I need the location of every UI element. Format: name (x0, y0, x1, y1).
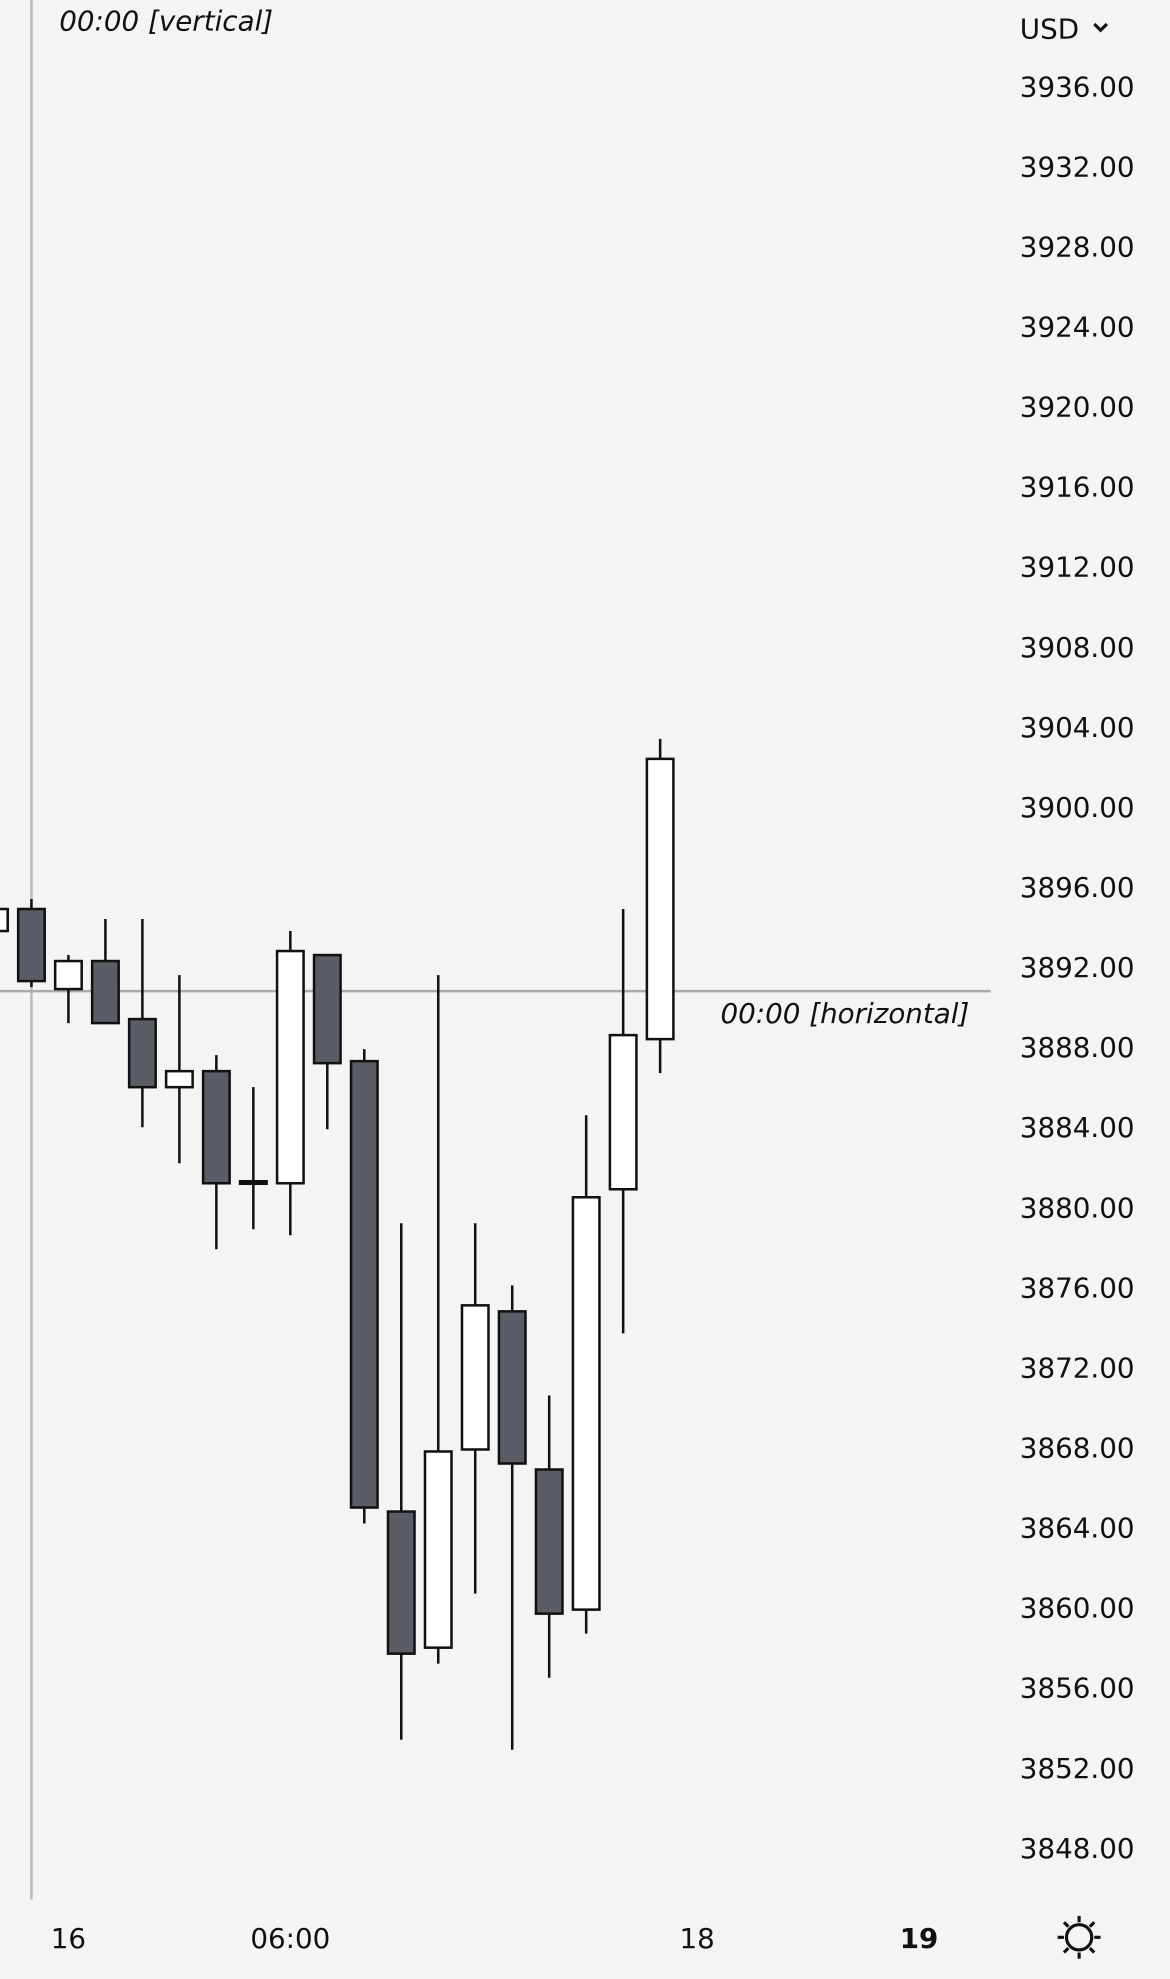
y-tick-label: 3872.00 (1020, 1351, 1135, 1384)
y-tick-label: 3932.00 (1020, 150, 1135, 183)
y-tick-label: 3868.00 (1020, 1431, 1135, 1464)
y-tick-label: 3876.00 (1020, 1271, 1135, 1304)
y-tick-label: 3856.00 (1020, 1672, 1135, 1705)
candle-body (349, 1059, 379, 1509)
candle-body (275, 949, 305, 1185)
candle-body (201, 1069, 231, 1185)
y-tick-label: 3884.00 (1020, 1111, 1135, 1144)
candle-body (645, 757, 675, 1041)
x-tick-label: 18 (679, 1922, 714, 1955)
candle-body (238, 1179, 268, 1186)
y-tick-label: 3920.00 (1020, 391, 1135, 424)
horizontal-line-label: 00:00 [horizontal] (720, 997, 969, 1030)
candle-body (16, 907, 46, 983)
y-tick-label: 3896.00 (1020, 871, 1135, 904)
x-tick-label: 06:00 (250, 1922, 330, 1955)
y-tick-label: 3916.00 (1020, 471, 1135, 504)
y-tick-label: 3888.00 (1020, 1031, 1135, 1064)
x-tick-label: 16 (51, 1922, 86, 1955)
y-tick-label: 3900.00 (1020, 791, 1135, 824)
settings-icon[interactable] (1057, 1915, 1101, 1959)
x-tick-label: 19 (900, 1922, 939, 1955)
y-tick-label: 3864.00 (1020, 1512, 1135, 1545)
y-tick-label: 3912.00 (1020, 551, 1135, 584)
candle-body (127, 1017, 157, 1089)
candle-body (460, 1304, 490, 1451)
candle-body (497, 1310, 527, 1465)
candle-body (53, 959, 83, 991)
candle-body (312, 953, 342, 1065)
currency-label[interactable]: USD (1020, 12, 1079, 45)
y-tick-label: 3936.00 (1020, 70, 1135, 103)
plot-area: 00:00 [vertical] 00:00 [horizontal] (0, 0, 991, 1900)
chevron-icon[interactable] (1093, 22, 1109, 33)
candle-body (571, 1196, 601, 1611)
candle-body (534, 1468, 564, 1615)
y-tick-label: 3908.00 (1020, 631, 1135, 664)
y-tick-label: 3852.00 (1020, 1752, 1135, 1785)
y-tick-label: 3924.00 (1020, 310, 1135, 343)
candle-body (608, 1033, 638, 1191)
currency-selector[interactable]: USD (1020, 12, 1109, 45)
y-tick-label: 3928.00 (1020, 230, 1135, 263)
y-tick-label: 3848.00 (1020, 1832, 1135, 1865)
candle-body (0, 907, 9, 933)
candle-body (90, 959, 120, 1025)
y-tick-label: 3880.00 (1020, 1191, 1135, 1224)
candle-body (423, 1450, 453, 1649)
candle-body (164, 1069, 194, 1089)
y-tick-label: 3892.00 (1020, 951, 1135, 984)
y-tick-label: 3904.00 (1020, 711, 1135, 744)
candle-body (386, 1510, 416, 1655)
y-tick-label: 3860.00 (1020, 1592, 1135, 1625)
vertical-line-label: 00:00 [vertical] (59, 5, 273, 38)
